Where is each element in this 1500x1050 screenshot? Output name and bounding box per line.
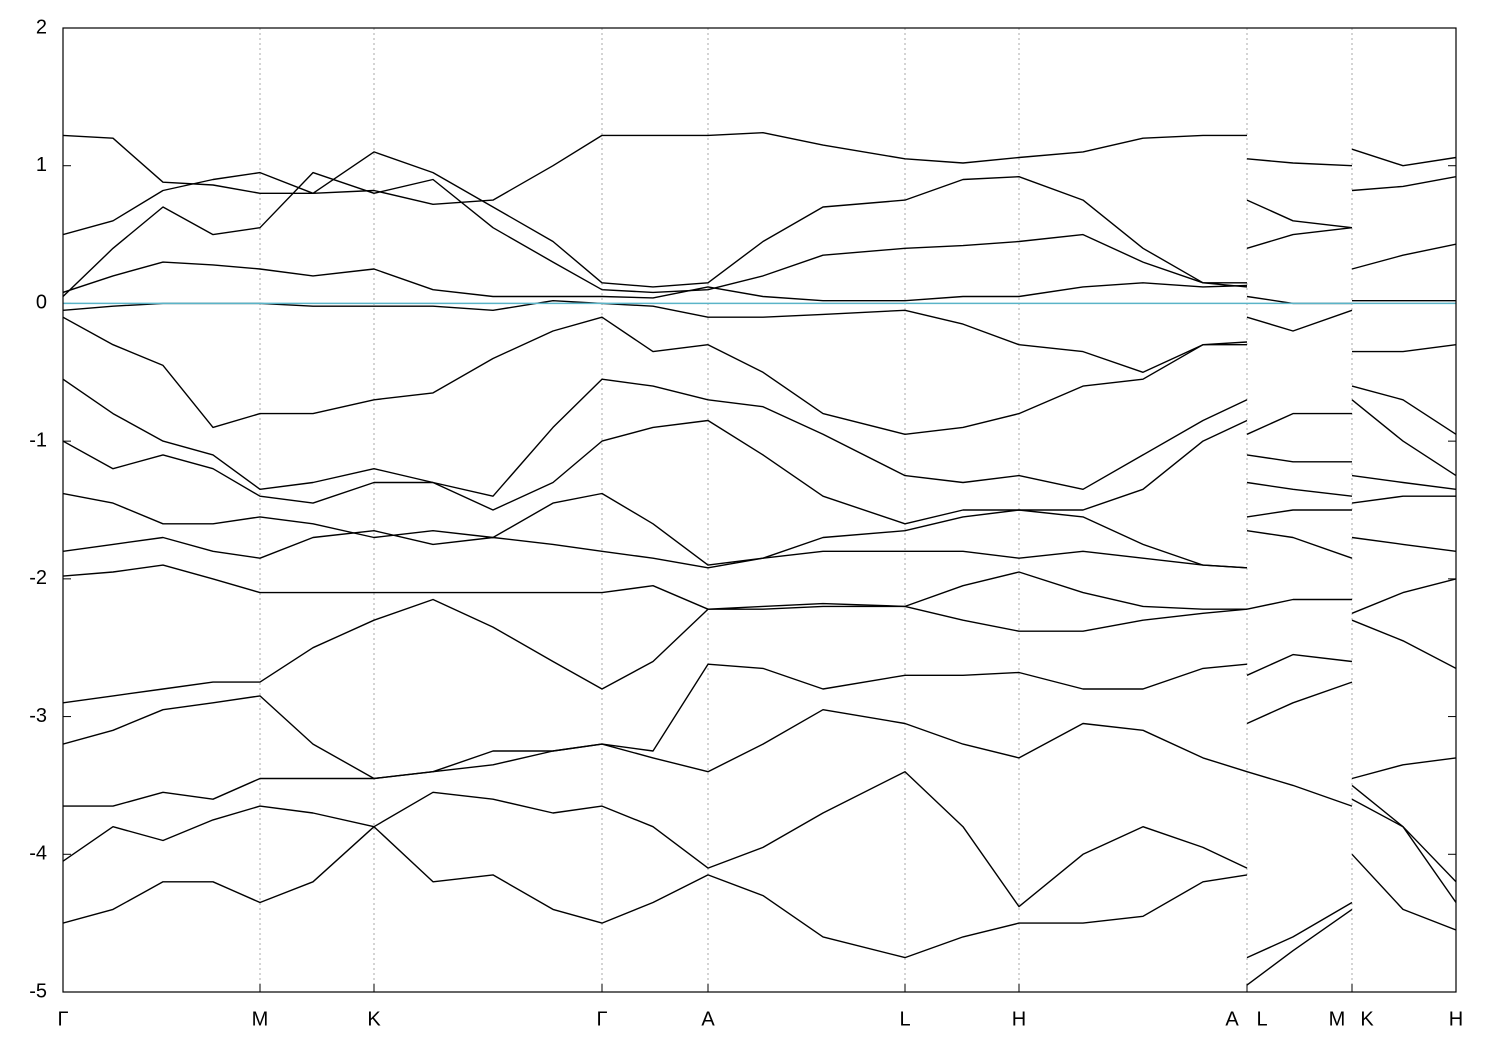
y-tick-label: 0 — [36, 292, 47, 314]
band-line — [63, 419, 1456, 525]
band-line — [63, 132, 1456, 205]
y-tick-label: 2 — [36, 16, 47, 38]
band-line — [63, 316, 1456, 435]
y-tick-label: -5 — [29, 980, 47, 1002]
y-tick-label: -1 — [29, 429, 47, 451]
x-tick-label: L — [899, 1008, 910, 1030]
band-line — [63, 709, 1456, 883]
x-tick-label: L — [1256, 1008, 1267, 1030]
x-tick-label: M — [1329, 1008, 1346, 1030]
x-tick-label: H — [1012, 1008, 1026, 1030]
band-line — [63, 492, 1456, 569]
x-tick-label: A — [1225, 1008, 1239, 1030]
x-tick-label: Γ — [596, 1008, 607, 1030]
band-line — [63, 300, 1456, 373]
x-tick-label: H — [1449, 1008, 1463, 1030]
band-line — [63, 151, 1456, 288]
x-tick-label: M — [252, 1008, 269, 1030]
y-tick-label: -4 — [29, 843, 47, 865]
band-line — [63, 826, 1456, 986]
y-tick-label: -3 — [29, 705, 47, 727]
band-line — [63, 598, 1456, 704]
x-tick-label: K — [367, 1008, 381, 1030]
band-line — [63, 530, 1456, 569]
y-tick-label: 1 — [36, 154, 47, 176]
band-line — [63, 771, 1456, 959]
band-line — [63, 564, 1456, 614]
band-line — [63, 171, 1456, 298]
band-line — [63, 663, 1456, 780]
y-tick-label: -2 — [29, 567, 47, 589]
band-line — [63, 378, 1456, 497]
x-tick-label: A — [701, 1008, 715, 1030]
x-tick-label: K — [1360, 1008, 1374, 1030]
plot-frame — [62, 27, 1457, 993]
x-tick-label: Γ — [57, 1008, 68, 1030]
